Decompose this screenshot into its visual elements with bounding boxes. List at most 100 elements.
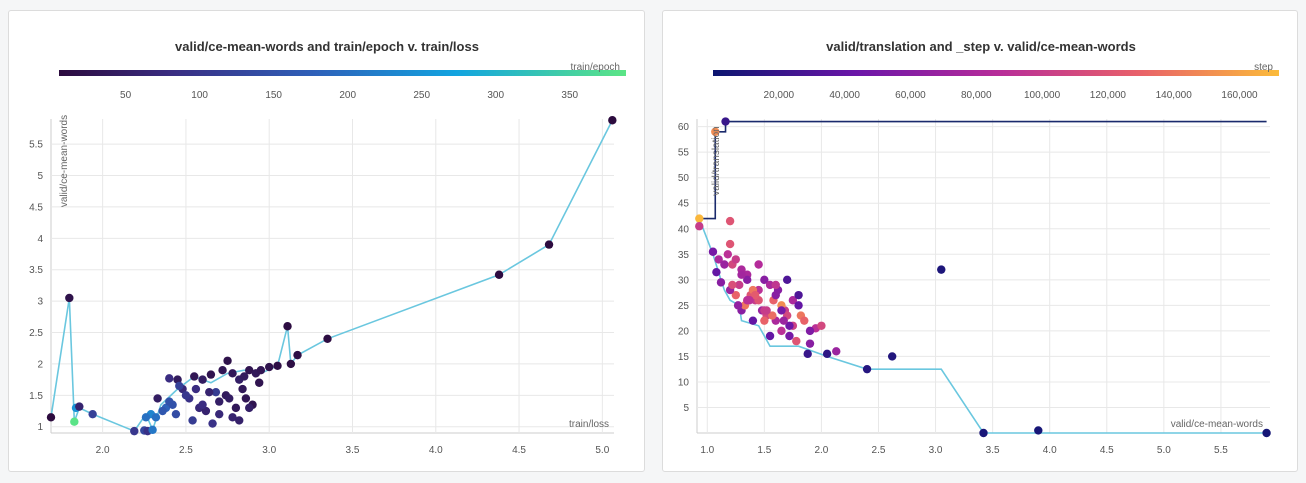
data-point[interactable]	[862, 364, 872, 374]
data-point[interactable]	[215, 397, 224, 406]
data-point[interactable]	[733, 301, 743, 310]
data-point[interactable]	[228, 413, 237, 422]
data-point[interactable]	[751, 290, 760, 300]
data-point[interactable]	[794, 301, 803, 310]
data-point[interactable]	[201, 406, 211, 416]
data-point[interactable]	[695, 222, 704, 231]
data-point[interactable]	[198, 400, 207, 409]
data-point[interactable]	[181, 391, 191, 400]
data-point[interactable]	[218, 366, 227, 375]
data-point[interactable]	[228, 369, 237, 378]
data-point[interactable]	[238, 384, 247, 394]
data-point[interactable]	[800, 316, 809, 325]
data-point[interactable]	[235, 416, 244, 425]
data-point[interactable]	[608, 116, 617, 125]
data-point[interactable]	[208, 419, 217, 428]
data-point[interactable]	[293, 350, 302, 360]
data-point[interactable]	[779, 316, 788, 325]
data-point[interactable]	[794, 290, 803, 300]
data-point[interactable]	[165, 397, 174, 406]
data-point[interactable]	[255, 378, 264, 387]
data-point[interactable]	[151, 413, 161, 422]
data-point[interactable]	[832, 347, 841, 356]
data-point[interactable]	[723, 250, 733, 259]
data-point[interactable]	[887, 352, 897, 361]
data-point[interactable]	[735, 280, 744, 290]
data-point[interactable]	[712, 267, 721, 277]
data-point[interactable]	[158, 406, 167, 416]
data-point[interactable]	[88, 409, 97, 419]
data-point[interactable]	[785, 321, 794, 330]
data-point[interactable]	[731, 290, 741, 300]
data-point[interactable]	[188, 416, 197, 425]
data-point[interactable]	[721, 117, 730, 126]
data-point[interactable]	[728, 280, 737, 290]
data-point[interactable]	[762, 306, 771, 315]
data-point[interactable]	[165, 374, 174, 383]
data-point[interactable]	[198, 375, 207, 384]
data-point[interactable]	[768, 311, 777, 320]
data-point[interactable]	[153, 394, 162, 403]
data-point[interactable]	[725, 239, 735, 249]
data-point[interactable]	[130, 426, 139, 436]
data-point[interactable]	[937, 265, 946, 274]
data-point[interactable]	[822, 349, 832, 359]
chart-panel-left[interactable]: valid/ce-mean-words and train/epoch v. t…	[8, 10, 645, 472]
data-point[interactable]	[1262, 428, 1271, 438]
data-point[interactable]	[714, 255, 723, 264]
data-point[interactable]	[777, 306, 786, 315]
data-point[interactable]	[173, 375, 182, 384]
data-point[interactable]	[1034, 426, 1043, 435]
data-point[interactable]	[283, 322, 292, 331]
data-point[interactable]	[725, 216, 735, 226]
data-point[interactable]	[748, 316, 758, 325]
chart-panel-right[interactable]: valid/translation and _step v. valid/ce-…	[662, 10, 1298, 472]
data-point[interactable]	[75, 402, 84, 411]
data-point[interactable]	[205, 387, 214, 397]
data-point[interactable]	[745, 296, 754, 305]
data-point[interactable]	[805, 326, 815, 336]
data-point[interactable]	[777, 326, 786, 336]
data-point[interactable]	[241, 394, 251, 403]
data-point[interactable]	[215, 409, 224, 419]
data-point[interactable]	[245, 366, 254, 375]
data-point[interactable]	[788, 296, 798, 305]
data-point[interactable]	[792, 336, 801, 346]
data-point[interactable]	[70, 417, 79, 426]
data-point[interactable]	[720, 260, 729, 269]
data-point[interactable]	[760, 275, 769, 285]
data-point[interactable]	[754, 260, 763, 269]
data-point[interactable]	[771, 290, 780, 300]
data-point[interactable]	[817, 321, 826, 330]
data-point[interactable]	[191, 384, 201, 394]
data-point[interactable]	[141, 413, 151, 422]
data-point[interactable]	[494, 270, 504, 279]
data-point[interactable]	[785, 331, 794, 341]
data-point[interactable]	[46, 413, 56, 422]
data-point[interactable]	[716, 278, 726, 287]
data-point[interactable]	[782, 275, 792, 285]
data-point[interactable]	[731, 255, 741, 264]
data-point[interactable]	[65, 293, 74, 303]
data-point[interactable]	[765, 331, 775, 341]
data-point[interactable]	[256, 366, 266, 375]
data-point[interactable]	[708, 247, 718, 256]
data-point[interactable]	[245, 403, 254, 413]
data-point[interactable]	[211, 387, 221, 397]
data-point[interactable]	[148, 425, 157, 435]
data-point[interactable]	[323, 334, 332, 343]
data-point[interactable]	[737, 270, 746, 279]
data-point[interactable]	[223, 356, 232, 365]
data-point[interactable]	[979, 428, 988, 438]
data-point[interactable]	[190, 372, 199, 381]
data-point[interactable]	[760, 316, 769, 325]
data-point[interactable]	[743, 275, 752, 285]
data-point[interactable]	[544, 240, 554, 249]
data-point[interactable]	[803, 349, 812, 359]
data-point[interactable]	[711, 127, 720, 136]
data-point[interactable]	[695, 214, 704, 223]
data-point[interactable]	[206, 370, 216, 379]
data-point[interactable]	[805, 339, 815, 348]
data-point[interactable]	[240, 372, 249, 381]
data-point[interactable]	[231, 403, 241, 413]
